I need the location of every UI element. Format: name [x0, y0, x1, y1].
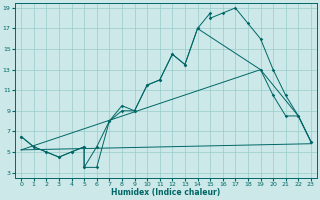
- X-axis label: Humidex (Indice chaleur): Humidex (Indice chaleur): [111, 188, 221, 197]
